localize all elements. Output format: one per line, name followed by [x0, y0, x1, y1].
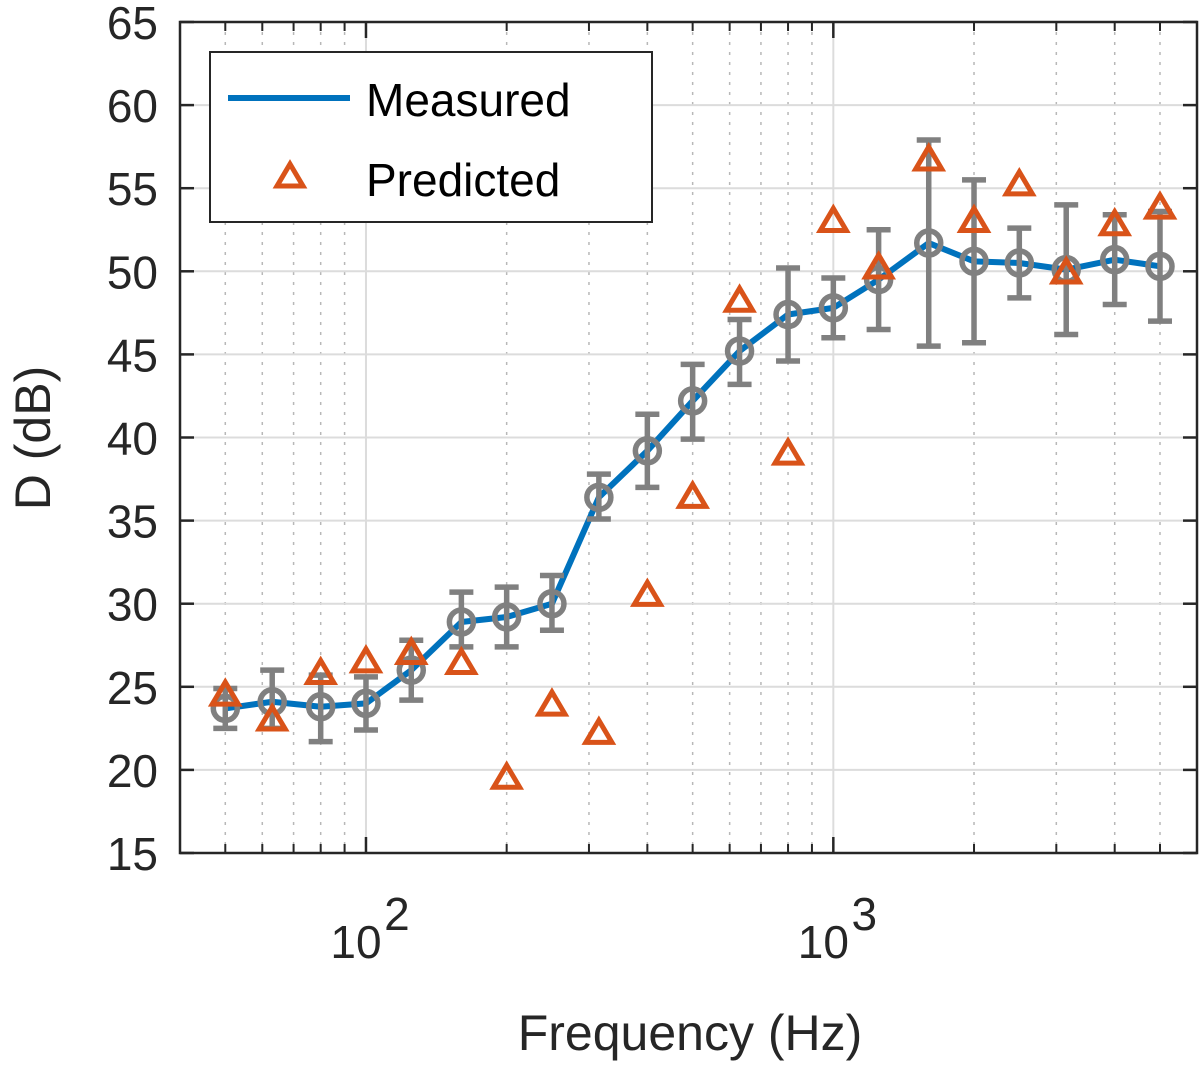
predicted-point: [207, 677, 243, 707]
measured-point: [257, 687, 287, 717]
y-tick-label: 35: [107, 496, 158, 548]
measured-point: [1004, 248, 1035, 278]
measured-point: [305, 691, 336, 722]
predicted-point: [911, 142, 947, 172]
y-tick-label: 15: [107, 828, 158, 880]
x-tick-label: 10: [798, 916, 849, 968]
measured-point: [724, 336, 755, 366]
predicted-point: [1048, 255, 1084, 285]
legend-predicted-marker: [272, 159, 308, 189]
measured-point: [1145, 251, 1175, 282]
plot-series: [207, 137, 1178, 790]
measured-point: [537, 588, 567, 619]
predicted-point: [861, 250, 897, 280]
measured-point: [584, 482, 614, 513]
predicted-point: [722, 283, 757, 313]
measured-point: [491, 602, 522, 632]
legend: Measured Predicted: [209, 51, 653, 223]
measured-point: [210, 693, 241, 724]
legend-predicted-label: Predicted: [366, 154, 560, 206]
predicted-point: [348, 643, 384, 674]
predicted-point: [956, 203, 992, 233]
predicted-point: [815, 203, 851, 233]
measured-point: [913, 228, 944, 258]
predicted-point: [393, 635, 429, 666]
y-tick-label: 50: [107, 246, 158, 298]
predicted-point: [534, 687, 570, 717]
y-tick-label: 45: [107, 329, 158, 381]
measured-point: [1099, 244, 1130, 275]
y-tick-label: 40: [107, 413, 158, 465]
measured-point: [863, 264, 894, 295]
measured-point: [818, 293, 849, 323]
measured-point: [677, 386, 708, 416]
y-tick-label: 20: [107, 745, 158, 797]
x-tick-label-exponent: 2: [384, 888, 410, 940]
measured-point: [351, 688, 381, 719]
measured-point: [396, 655, 427, 685]
predicted-point: [443, 645, 479, 676]
x-tick-label: 10: [330, 916, 381, 968]
y-tick-label: 60: [107, 80, 158, 132]
legend-measured-label: Measured: [366, 74, 571, 126]
predicted-point: [254, 702, 290, 732]
measured-point: [959, 246, 989, 277]
y-tick-label: 65: [107, 0, 158, 49]
x-axis-label: Frequency (Hz): [518, 1005, 863, 1061]
legend-box: [209, 51, 653, 223]
y-tick-label: 25: [107, 662, 158, 714]
predicted-point: [629, 577, 665, 607]
predicted-point: [581, 715, 617, 745]
y-axis-label: D (dB): [5, 366, 61, 510]
predicted-point: [675, 479, 711, 509]
y-tick-label: 30: [107, 579, 158, 631]
predicted-point: [1001, 166, 1037, 197]
predicted-point: [770, 436, 806, 466]
x-tick-label-exponent: 3: [852, 888, 878, 940]
predicted-point: [303, 655, 339, 685]
predicted-point: [1097, 206, 1133, 237]
measured-point: [632, 436, 663, 466]
measured-point: [773, 299, 803, 330]
predicted-point: [489, 760, 525, 790]
y-tick-label: 55: [107, 163, 158, 215]
predicted-point: [1142, 190, 1178, 220]
measured-point: [446, 607, 477, 637]
